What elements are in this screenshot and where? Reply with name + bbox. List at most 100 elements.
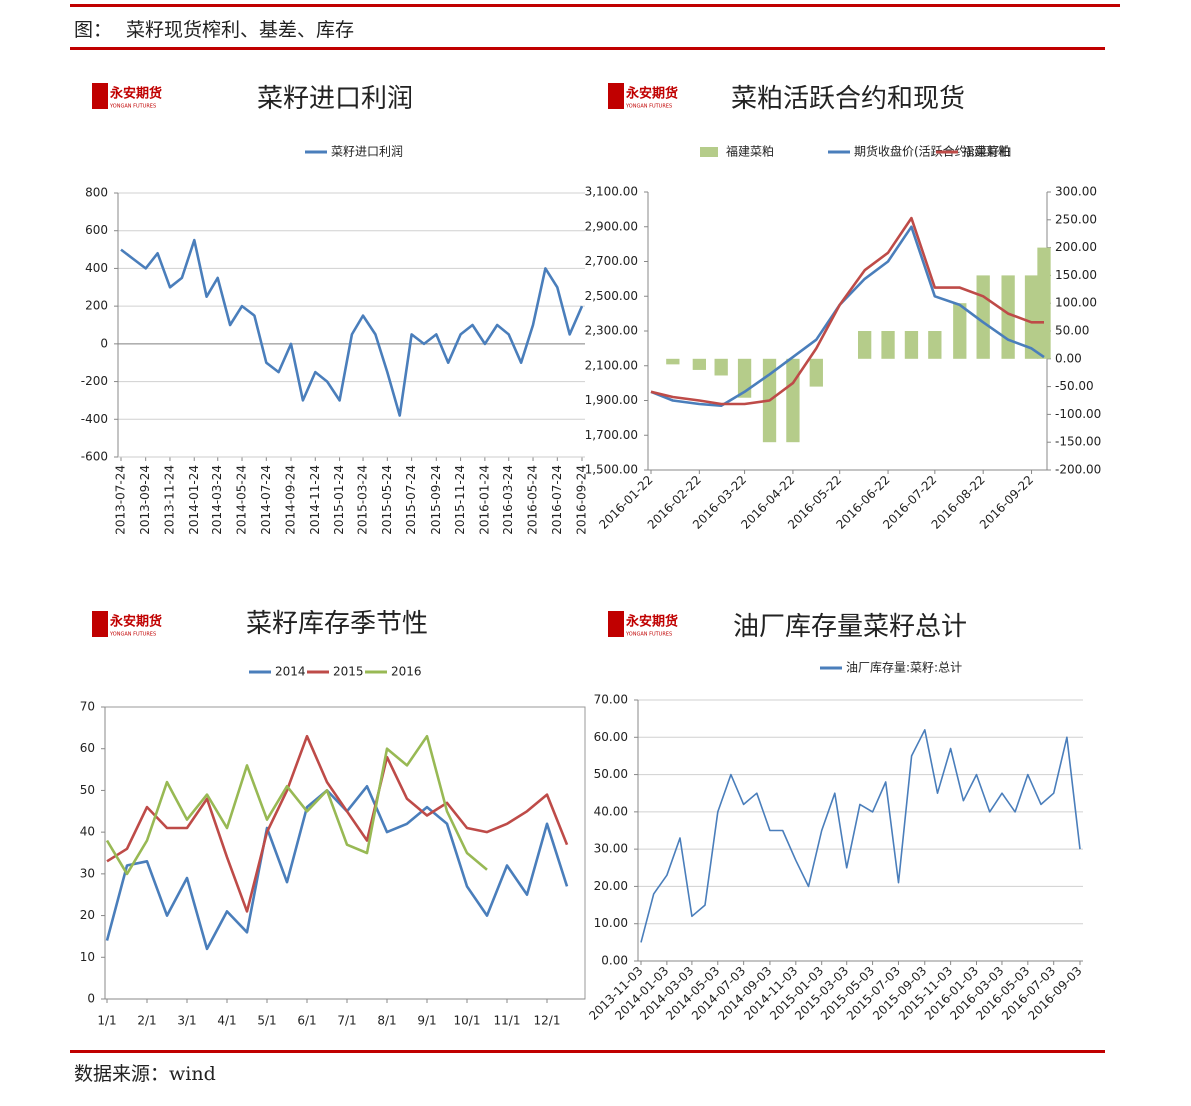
- y-tick-label: 800: [85, 186, 108, 200]
- x-tick-label: 2015-07-24: [404, 465, 418, 535]
- y-tick-label: 30.00: [594, 842, 628, 856]
- x-tick-label: 2013-11-24: [162, 465, 176, 535]
- logo-sub: YONGAN FUTURES: [625, 104, 672, 110]
- y-tick-label: 60.00: [594, 730, 628, 744]
- y-tick-label: 40.00: [594, 804, 628, 818]
- y-tick-label: 1,500.00: [585, 463, 638, 477]
- logo-sub: YONGAN FUTURES: [109, 104, 156, 110]
- x-tick-label: 2015-11-24: [453, 465, 467, 535]
- source: 数据来源：wind: [74, 1063, 216, 1085]
- legend-label: 2015: [333, 665, 364, 679]
- x-tick-label: 12/1: [534, 1014, 561, 1028]
- x-tick-label: 2014-07-24: [259, 465, 273, 535]
- legend-label: 福建菜粕: [726, 144, 774, 159]
- y-tick-label: -400: [81, 412, 108, 426]
- logo-name: 永安期货: [625, 86, 678, 102]
- bar: [666, 358, 680, 365]
- y-tick-label: 2,300.00: [585, 324, 638, 338]
- bar: [714, 358, 728, 376]
- x-tick-label: 2014-05-24: [235, 465, 249, 535]
- y2-tick-label: 250.00: [1055, 212, 1097, 226]
- y2-tick-label: 150.00: [1055, 268, 1097, 282]
- figure-title: 菜籽现货榨利、基差、库存: [126, 19, 354, 41]
- x-tick-label: 2016-09-24: [575, 465, 589, 535]
- x-tick-label: 8/1: [377, 1014, 396, 1028]
- logo-sub: YONGAN FUTURES: [109, 632, 156, 638]
- bar: [904, 331, 919, 359]
- x-tick-label: 9/1: [417, 1014, 436, 1028]
- plot-border: [104, 706, 586, 1000]
- x-tick-label: 2014-09-24: [283, 465, 297, 535]
- logo-mark: [92, 611, 108, 637]
- bar: [953, 303, 967, 359]
- y2-tick-label: 0.00: [1055, 351, 1082, 365]
- y-tick-label: 10.00: [594, 916, 628, 930]
- y-tick-label: 2,700.00: [585, 254, 638, 268]
- y2-tick-label: -100.00: [1055, 407, 1101, 421]
- logo-sub: YONGAN FUTURES: [625, 632, 672, 638]
- series-line: [105, 734, 488, 876]
- legend-swatch: [700, 147, 718, 157]
- x-tick-label: 7/1: [337, 1014, 356, 1028]
- x-tick-label: 4/1: [217, 1014, 236, 1028]
- y2-tick-label: 300.00: [1055, 185, 1097, 199]
- logo-name: 永安期货: [109, 86, 162, 102]
- top-rule: [70, 4, 1120, 7]
- y-tick-label: 1,700.00: [585, 428, 638, 442]
- bar: [786, 358, 800, 443]
- x-tick-label: 2015-05-24: [380, 465, 394, 535]
- x-tick-label: 2015-03-24: [356, 465, 370, 535]
- y-tick-label: 0: [100, 336, 108, 350]
- y-tick-label: -200: [81, 374, 108, 388]
- y-tick-label: 40: [80, 825, 95, 839]
- bar: [809, 358, 823, 387]
- y-tick-label: 10: [80, 950, 95, 964]
- footer-rule: [70, 1050, 1105, 1053]
- bar: [976, 275, 990, 359]
- y-tick-label: 400: [85, 261, 108, 275]
- bar: [928, 331, 942, 359]
- x-tick-label: 2013-09-24: [138, 465, 152, 535]
- chart-title: 菜籽进口利润: [257, 84, 413, 114]
- x-tick-label: 11/1: [494, 1014, 521, 1028]
- logo-mark: [92, 83, 108, 109]
- y-tick-label: 1,900.00: [585, 393, 638, 407]
- bar: [858, 331, 872, 359]
- bar: [1001, 275, 1015, 359]
- x-tick-label: 2014-03-24: [210, 465, 224, 535]
- figure-label: 图：: [74, 19, 112, 41]
- y2-tick-label: 50.00: [1055, 324, 1089, 338]
- y-tick-label: 0: [87, 992, 95, 1006]
- chart-title: 菜粕活跃合约和现货: [731, 84, 965, 114]
- y2-tick-label: -200.00: [1055, 463, 1101, 477]
- y-tick-label: 2,900.00: [585, 219, 638, 233]
- y-tick-label: -600: [81, 450, 108, 464]
- y-tick-label: 50.00: [594, 767, 628, 781]
- y2-tick-label: 100.00: [1055, 296, 1097, 310]
- legend-label: 2016: [391, 665, 422, 679]
- y-tick-label: 600: [85, 223, 108, 237]
- legend-label: 菜籽进口利润: [331, 145, 403, 159]
- bar: [692, 358, 706, 370]
- y2-tick-label: -50.00: [1055, 379, 1094, 393]
- bar: [1024, 275, 1039, 359]
- y2-tick-label: -150.00: [1055, 435, 1101, 449]
- logo-mark: [608, 83, 624, 109]
- y-tick-label: 2,500.00: [585, 289, 638, 303]
- y-tick-label: 200: [85, 299, 108, 313]
- logo-name: 永安期货: [625, 614, 678, 630]
- header-rule: [70, 47, 1105, 50]
- series-line: [650, 225, 1045, 407]
- x-tick-label: 2016-01-24: [477, 465, 491, 535]
- y2-tick-label: 200.00: [1055, 240, 1097, 254]
- x-tick-label: 2014-01-24: [187, 465, 201, 535]
- x-tick-label: 5/1: [257, 1014, 276, 1028]
- y-tick-label: 20.00: [594, 879, 628, 893]
- series-line: [640, 729, 1081, 943]
- series-line: [106, 734, 569, 913]
- x-tick-label: 10/1: [454, 1014, 481, 1028]
- x-tick-label: 2/1: [137, 1014, 156, 1028]
- y-tick-label: 70: [80, 700, 95, 714]
- x-tick-label: 1/1: [97, 1014, 116, 1028]
